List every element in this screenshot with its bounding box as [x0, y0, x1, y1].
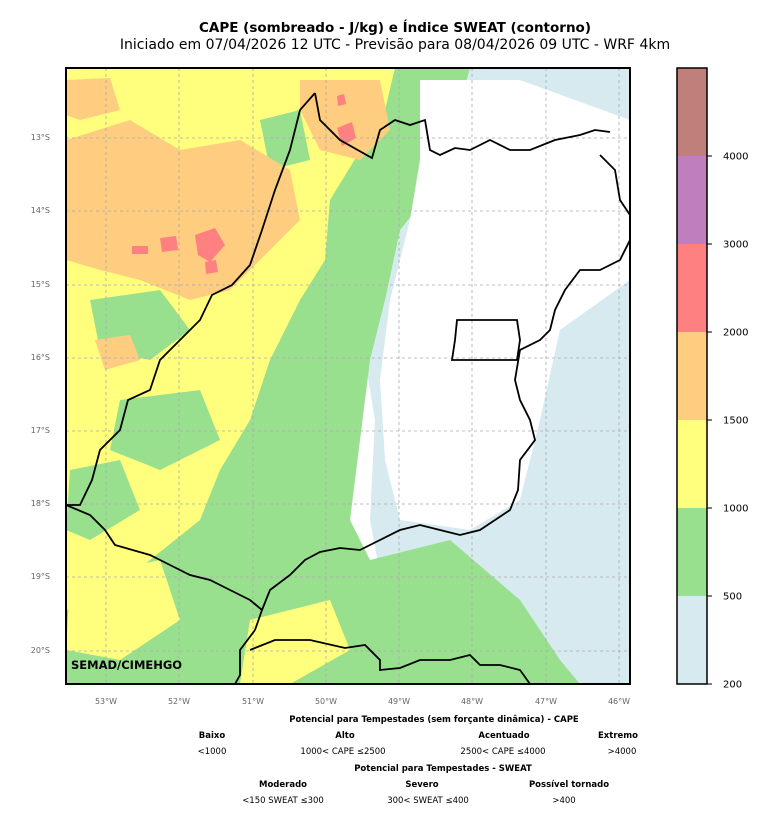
lon-label: 48°W	[460, 697, 484, 706]
lon-label: 51°W	[241, 697, 265, 706]
colorbar-segment-4000	[677, 68, 707, 156]
colorbar-tick-label: 3000	[723, 239, 749, 251]
cape-field	[66, 68, 630, 684]
colorbar-segment-2000	[677, 244, 707, 332]
cape-category-range: 1000< CAPE ≤2500	[300, 747, 386, 757]
colorbar-tick-label: 4000	[723, 151, 749, 163]
colorbar-segment-200	[677, 596, 707, 684]
cape-category-range: <1000	[197, 747, 227, 757]
sweat-category-name: Moderado	[259, 780, 307, 790]
lon-label: 46°W	[607, 697, 631, 706]
cape-category-name: Acentuado	[478, 731, 530, 741]
colorbar-tick-label: 2000	[723, 327, 749, 339]
cape-category-name: Extremo	[597, 731, 639, 741]
sweat-category-range: >400	[552, 796, 576, 806]
lat-label: 20°S	[30, 646, 50, 655]
colorbar-segment-500	[677, 508, 707, 596]
lon-label: 53°W	[94, 697, 118, 706]
lon-label: 47°W	[534, 697, 558, 706]
lat-label: 13°S	[30, 133, 50, 142]
lat-label: 17°S	[30, 426, 50, 435]
colorbar	[676, 67, 712, 685]
map-title: CAPE (sombreado - J/kg) e Índice SWEAT (…	[199, 20, 591, 36]
credit-label: SEMAD/CIMEHGO	[71, 658, 183, 672]
lon-label: 52°W	[167, 697, 191, 706]
state-borders	[66, 92, 630, 684]
colorbar-tick-label: 1500	[723, 415, 749, 427]
graticule	[66, 68, 630, 684]
lat-label: 18°S	[30, 499, 50, 508]
colorbar-segment-1500	[677, 332, 707, 420]
colorbar-tick-label: 1000	[723, 503, 749, 515]
cape-category-range: >4000	[607, 747, 637, 757]
map-frame	[65, 67, 631, 685]
colorbar-segment-1000	[677, 420, 707, 508]
sweat-category-name: Severo	[405, 780, 439, 790]
colorbar-segment-3000	[677, 156, 707, 244]
lon-label: 50°W	[314, 697, 338, 706]
map-subtitle: Iniciado em 07/04/2026 12 UTC - Previsão…	[119, 37, 671, 53]
colorbar-tick-label: 200	[723, 679, 743, 691]
lat-label: 16°S	[30, 353, 50, 362]
cape-category-range: 2500< CAPE ≤4000	[460, 747, 546, 757]
cape-category-name: Alto	[335, 731, 355, 741]
sweat-legend-title: Potencial para Tempestades - SWEAT	[354, 764, 532, 774]
cape-category-name: Baixo	[198, 731, 226, 741]
sweat-category-name: Possível tornado	[528, 780, 610, 790]
lon-label: 49°W	[387, 697, 411, 706]
cape-legend-title: Potencial para Tempestades (sem forçante…	[289, 715, 579, 725]
lat-label: 19°S	[30, 572, 50, 581]
lat-label: 15°S	[30, 280, 50, 289]
lat-label: 14°S	[30, 206, 50, 215]
sweat-category-range: 300< SWEAT ≤400	[387, 796, 469, 806]
sweat-category-range: <150 SWEAT ≤300	[242, 796, 324, 806]
colorbar-tick-label: 500	[723, 591, 743, 603]
